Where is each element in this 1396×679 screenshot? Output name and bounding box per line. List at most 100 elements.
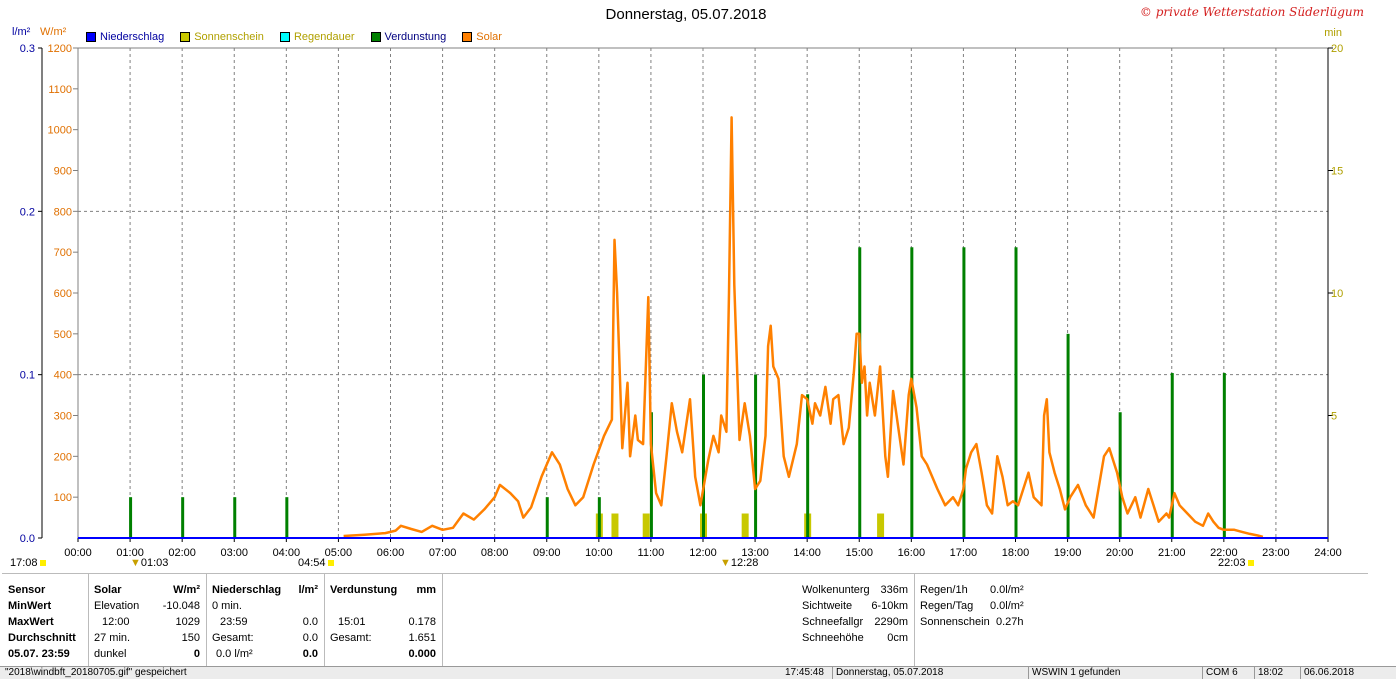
- evaporation-bar: [962, 247, 966, 538]
- legend-swatch: [279, 32, 290, 42]
- evaporation-bar: [1066, 333, 1070, 538]
- evaporation-bar: [1118, 412, 1122, 538]
- solar-tick-label: 700: [54, 247, 72, 259]
- legend-swatch: [462, 32, 473, 42]
- evaporation-bar: [702, 374, 705, 538]
- solar-tick-label: 300: [54, 411, 72, 423]
- solar-tick-label: 1100: [48, 84, 72, 96]
- solar-column: Solar W/m² Elevation -10.048 12:00 1029 …: [94, 574, 204, 666]
- solar-tick-label: 500: [54, 329, 72, 341]
- row-label: 0.0 l/m²: [216, 648, 253, 660]
- row-value: 0.0l/m²: [990, 584, 1024, 596]
- solar-tick-label: 1200: [48, 43, 72, 55]
- status-clock: 18:02: [1254, 667, 1298, 679]
- x-tick-label: 10:00: [585, 547, 613, 559]
- sunshine-bar: [877, 513, 885, 538]
- solar-tick-label: 600: [54, 288, 72, 300]
- x-tick-label: 17:00: [950, 547, 978, 559]
- x-tick-label: 08:00: [481, 547, 509, 559]
- row-value: 0.178: [408, 616, 436, 628]
- sun-marker-icon: [327, 560, 334, 567]
- x-tick-label: 12:00: [689, 547, 717, 559]
- precip-header: Niederschlag: [212, 584, 282, 596]
- row-value: 6-10km: [871, 600, 908, 612]
- row-label: Durchschnitt: [8, 632, 76, 644]
- marker-label: 22:03: [1218, 557, 1246, 569]
- divider: [88, 574, 89, 666]
- row-label: Wolkenunterg: [802, 584, 870, 596]
- evaporation-bar: [545, 497, 549, 538]
- evaporation-bar: [1170, 373, 1174, 538]
- conditions-column: Wolkenunterg 336m Sichtweite 6-10km Schn…: [802, 574, 910, 666]
- solar-tick-label: 1000: [48, 125, 72, 137]
- row-value: -10.048: [162, 600, 200, 612]
- minutes-tick-label: 10: [1331, 288, 1343, 300]
- x-tick-label: 14:00: [793, 547, 821, 559]
- row-label: 23:59: [220, 616, 248, 628]
- sunshine-bar: [611, 513, 619, 538]
- sunshine-bar: [741, 513, 749, 538]
- row-value: 0.0l/m²: [990, 600, 1024, 612]
- row-value: 336m: [880, 584, 908, 596]
- precip-tick-label: 0.0: [20, 533, 35, 545]
- row-label: Sichtweite: [802, 600, 853, 612]
- sun-marker-icon: [1247, 560, 1254, 567]
- row-value: 0.0: [302, 648, 318, 660]
- x-tick-label: 22:00: [1210, 547, 1238, 559]
- marker-label: 04:54: [298, 557, 326, 569]
- legend-label: Niederschlag: [100, 31, 165, 43]
- x-tick-label: 24:00: [1314, 547, 1342, 559]
- row-label: Sonnenschein: [920, 616, 990, 628]
- row-value: 0: [193, 648, 200, 660]
- row-label: 27 min.: [94, 632, 131, 644]
- rain-column: Regen/1h 0.0l/m² Regen/Tag 0.0l/m² Sonne…: [920, 574, 1030, 666]
- unit-solar: W/m²: [40, 26, 67, 38]
- solar-tick-label: 800: [54, 206, 72, 218]
- status-time: 17:45:48: [785, 667, 824, 678]
- legend-item-solar: Solar: [462, 31, 502, 43]
- row-value: 0cm: [887, 632, 908, 644]
- solar-tick-label: 100: [54, 492, 72, 504]
- status-wswin: WSWIN 1 gefunden: [1028, 667, 1202, 679]
- row-value: 150: [181, 632, 200, 644]
- precip-unit: l/m²: [298, 584, 318, 596]
- divider: [206, 574, 207, 666]
- legend-item-verdunstung: Verdunstung: [370, 31, 447, 43]
- row-label: dunkel: [94, 648, 127, 660]
- x-tick-label: 05:00: [325, 547, 353, 559]
- legend-label: Verdunstung: [384, 31, 447, 43]
- x-tick-label: 18:00: [1002, 547, 1030, 559]
- x-tick-label: 23:00: [1262, 547, 1290, 559]
- row-label: 05.07. 23:59: [8, 648, 70, 660]
- status-file: "2018\windbft_20180705.gif" gespeichert: [5, 667, 187, 678]
- precip-tick-label: 0.3: [20, 43, 35, 55]
- marker-sunset: 22:03: [1218, 557, 1254, 569]
- x-tick-label: 15:00: [845, 547, 873, 559]
- precip-tick-label: 0.1: [20, 370, 35, 382]
- x-tick-label: 13:00: [741, 547, 769, 559]
- evap-header: Verdunstung: [330, 584, 398, 596]
- x-tick-label: 21:00: [1158, 547, 1186, 559]
- minutes-tick-label: 15: [1331, 166, 1343, 178]
- moon-marker-icon: ▼: [130, 557, 141, 569]
- sun-marker-icon: [39, 560, 46, 567]
- evaporation-bar: [129, 497, 133, 538]
- x-tick-label: 03:00: [220, 547, 248, 559]
- moon-marker-icon: ▼: [720, 557, 731, 569]
- evaporation-bar: [910, 247, 914, 538]
- unit-precip: l/m²: [12, 26, 31, 38]
- evaporation-bar: [285, 497, 289, 538]
- x-tick-label: 00:00: [64, 547, 92, 559]
- marker-sunrise: 04:54: [298, 557, 334, 569]
- sunshine-bar: [642, 513, 650, 538]
- solar-tick-label: 200: [54, 451, 72, 463]
- legend-swatch: [370, 32, 381, 42]
- x-tick-label: 09:00: [533, 547, 561, 559]
- marker-moon-2: ▼12:28: [720, 557, 758, 569]
- row-label: Gesamt:: [212, 632, 254, 644]
- solar-tick-label: 900: [54, 166, 72, 178]
- status-bar: "2018\windbft_20180705.gif" gespeichert …: [0, 666, 1396, 679]
- evaporation-bar: [181, 497, 185, 538]
- legend-item-niederschlag: Niederschlag: [86, 31, 164, 43]
- x-tick-label: 04:00: [273, 547, 301, 559]
